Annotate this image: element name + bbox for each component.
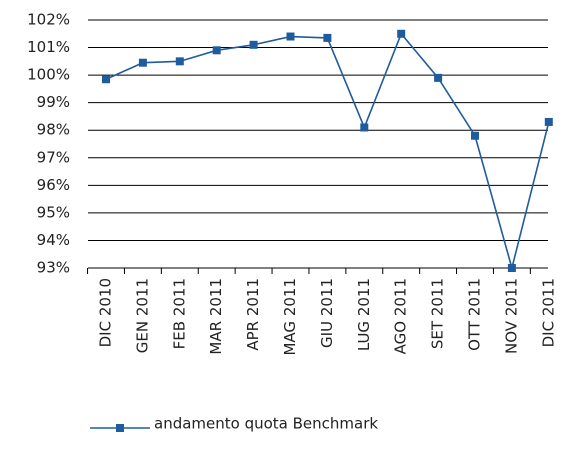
- y-tick-label: 95%: [37, 203, 70, 221]
- y-tick-label: 94%: [37, 231, 70, 249]
- series-line: [105, 32, 550, 272]
- marker: [471, 131, 479, 140]
- y-tick-label: 98%: [37, 121, 70, 139]
- x-tick-label: GEN 2011: [133, 278, 151, 353]
- x-tick-label: FEB 2011: [170, 278, 188, 349]
- marker: [286, 32, 295, 41]
- x-tick-label: NOV 2011: [502, 278, 520, 354]
- y-tick-label: 102%: [27, 11, 70, 29]
- marker: [544, 117, 553, 126]
- marker: [212, 46, 221, 55]
- x-tick-label: APR 2011: [244, 278, 262, 351]
- x-tick-label: AGO 2011: [392, 278, 410, 354]
- marker: [175, 57, 184, 66]
- x-tick-label: LUG 2011: [355, 278, 373, 351]
- x-tick-label: DIC 2011: [539, 278, 557, 347]
- y-tick-label: 96%: [37, 176, 70, 194]
- marker: [397, 29, 406, 38]
- marker: [507, 264, 516, 272]
- x-tick-label: GIU 2011: [318, 278, 336, 348]
- marker: [102, 75, 110, 84]
- marker: [138, 58, 147, 67]
- marker: [249, 40, 258, 49]
- y-tick-label: 100%: [27, 66, 70, 84]
- marker: [434, 73, 443, 82]
- marker: [323, 33, 332, 42]
- y-tick-label: 93%: [37, 259, 70, 277]
- y-tick-label: 97%: [37, 148, 70, 166]
- legend-marker: [116, 424, 124, 432]
- x-tick-label: SET 2011: [429, 278, 447, 349]
- x-tick-label: MAG 2011: [281, 278, 299, 356]
- y-tick-label: 99%: [37, 93, 70, 111]
- legend-label: andamento quota Benchmark: [154, 415, 378, 433]
- x-tick-label: OTT 2011: [466, 278, 484, 351]
- x-tick-label: DIC 2010: [97, 278, 115, 347]
- x-tick-label: MAR 2011: [207, 278, 225, 355]
- marker: [360, 123, 369, 132]
- y-tick-label: 101%: [27, 38, 70, 56]
